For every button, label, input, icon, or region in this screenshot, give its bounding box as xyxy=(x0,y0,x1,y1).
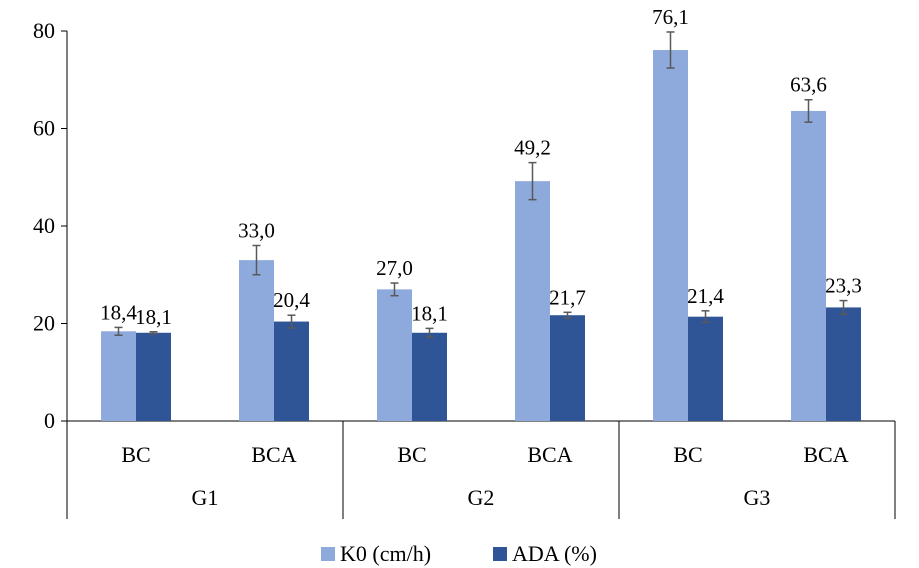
data-label: 23,3 xyxy=(825,274,862,298)
category-labels: BC BCA G1 BC BCA G2 BC BCA G3 xyxy=(121,442,848,510)
bar-ada xyxy=(826,307,861,421)
bar-k0 xyxy=(377,289,412,421)
group-label: G3 xyxy=(744,485,771,510)
error-bars xyxy=(114,31,848,338)
category-label: BC xyxy=(121,442,150,467)
bar-k0 xyxy=(791,110,826,421)
bar-ada xyxy=(550,315,585,421)
bar-ada xyxy=(412,332,447,421)
category-label: BCA xyxy=(527,442,572,467)
category-label: BCA xyxy=(803,442,848,467)
group-label: G2 xyxy=(468,485,495,510)
y-tick-label: 0 xyxy=(44,408,55,433)
bar-k0 xyxy=(101,331,136,421)
bar-ada xyxy=(274,321,309,421)
bar-ada xyxy=(136,332,171,421)
bar-k0 xyxy=(239,260,274,421)
bar-k0 xyxy=(653,50,688,421)
data-label: 18,1 xyxy=(135,305,172,329)
legend: K0 (cm/h) ADA (%) xyxy=(321,541,597,566)
data-label: 20,4 xyxy=(273,288,310,312)
legend-swatch-ada xyxy=(493,547,507,561)
data-label: 63,6 xyxy=(790,73,827,97)
data-label: 49,2 xyxy=(514,136,551,160)
legend-label-k0: K0 (cm/h) xyxy=(340,541,431,566)
y-tick-label: 20 xyxy=(33,311,55,336)
y-tick-label: 80 xyxy=(33,18,55,43)
chart-axes xyxy=(66,31,896,519)
category-label: BCA xyxy=(251,442,296,467)
y-tick-label: 40 xyxy=(33,213,55,238)
chart-bars xyxy=(101,50,861,421)
bar-ada xyxy=(688,316,723,421)
data-labels: 18,418,133,020,427,018,149,221,776,121,4… xyxy=(100,5,862,329)
data-label: 33,0 xyxy=(238,219,275,243)
legend-label-ada: ADA (%) xyxy=(512,541,597,566)
y-tick-label: 60 xyxy=(33,116,55,141)
group-label: G1 xyxy=(192,485,219,510)
data-label: 18,1 xyxy=(411,301,448,325)
data-label: 21,4 xyxy=(687,284,724,308)
legend-swatch-k0 xyxy=(321,547,335,561)
data-label: 18,4 xyxy=(100,300,137,324)
data-label: 27,0 xyxy=(376,256,413,280)
bar-k0 xyxy=(515,181,550,421)
data-label: 76,1 xyxy=(652,5,689,29)
category-label: BC xyxy=(673,442,702,467)
data-label: 21,7 xyxy=(549,285,586,309)
y-axis-ticks: 0 20 40 60 80 xyxy=(33,18,67,433)
category-label: BC xyxy=(397,442,426,467)
